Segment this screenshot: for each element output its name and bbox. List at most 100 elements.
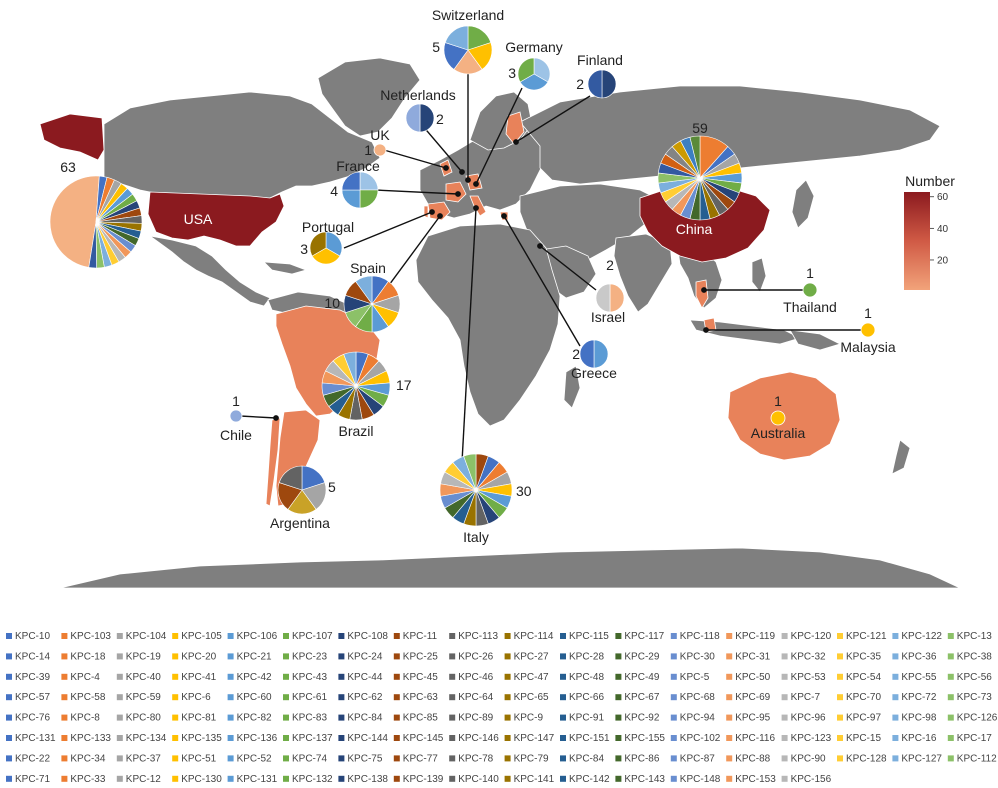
legend-item: KPC-46: [449, 672, 494, 683]
legend-item: KPC-14: [6, 651, 50, 662]
legend-label: KPC-67: [624, 692, 659, 703]
legend-item: KPC-80: [116, 713, 161, 724]
legend-label: KPC-134: [126, 733, 167, 744]
legend-swatch: [172, 633, 179, 639]
legend-swatch: [283, 653, 289, 660]
legend-item: KPC-15: [837, 733, 881, 744]
legend-label: KPC-84: [569, 753, 604, 764]
colorbar-ticks: 60 40 20: [930, 192, 949, 266]
legend-label: KPC-61: [292, 692, 327, 703]
legend-label: KPC-118: [680, 631, 720, 642]
legend-item: KPC-84: [560, 753, 604, 764]
legend-label: KPC-32: [791, 651, 826, 662]
legend-swatch: [449, 755, 456, 762]
legend-label: KPC-122: [901, 631, 942, 642]
spain-pie-slice: [355, 275, 373, 305]
legend-label: KPC-113: [458, 631, 498, 642]
indonesia-shape: [689, 319, 802, 345]
netherlands-pie: [405, 103, 435, 133]
legend-swatch: [615, 755, 622, 762]
uk-label: UK: [370, 127, 390, 143]
israel-label: Israel: [591, 309, 625, 325]
legend-swatch: [837, 694, 843, 701]
legend-label: KPC-128: [846, 753, 887, 764]
france-pie-slice: [359, 171, 379, 191]
legend-item: KPC-89: [449, 713, 494, 724]
legend-item: KPC-114: [504, 631, 554, 642]
portugal-region: [423, 205, 429, 219]
legend-swatch: [116, 755, 123, 762]
legend-label: KPC-135: [181, 733, 222, 744]
legend-swatch: [338, 653, 345, 660]
legend-swatch: [504, 755, 511, 762]
legend-item: KPC-34: [61, 753, 106, 764]
legend-label: KPC-8: [70, 713, 100, 724]
legend-swatch: [781, 694, 788, 701]
legend-swatch: [227, 633, 234, 639]
legend-swatch: [393, 735, 400, 741]
legend-swatch: [393, 755, 400, 762]
legend-item: KPC-103: [61, 631, 111, 642]
legend-item: KPC-107: [283, 631, 333, 642]
legend-label: KPC-10: [15, 631, 50, 642]
legend-item: KPC-71: [6, 774, 50, 785]
legend-swatch: [781, 633, 788, 639]
legend-swatch: [726, 775, 733, 782]
legend-label: KPC-84: [347, 713, 382, 724]
argentina-label: Argentina: [270, 515, 330, 531]
legend-item: KPC-102: [670, 733, 721, 744]
france-label: France: [336, 158, 380, 174]
legend-item: KPC-142: [560, 774, 610, 785]
legend-label: KPC-33: [70, 774, 105, 785]
legend-item: KPC-140: [449, 774, 499, 785]
legend-label: KPC-50: [735, 672, 770, 683]
legend-label: KPC-70: [846, 692, 881, 703]
legend-swatch: [61, 775, 68, 782]
france-pie-slice: [341, 189, 361, 209]
legend-label: KPC-86: [624, 753, 659, 764]
finland-label: Finland: [577, 52, 623, 68]
legend-label: KPC-102: [680, 733, 721, 744]
legend-item: KPC-123: [781, 733, 832, 744]
legend-item: KPC-76: [6, 713, 50, 724]
legend-item: KPC-116: [726, 733, 775, 744]
legend-item: KPC-22: [6, 753, 50, 764]
legend-item: KPC-66: [560, 692, 604, 703]
legend-swatch: [560, 714, 566, 721]
spain-pie: [343, 275, 401, 333]
greece-pie-slice: [593, 339, 609, 369]
legend-item: KPC-40: [116, 672, 161, 683]
portugal-pie-slice: [311, 247, 341, 265]
legend-swatch: [6, 755, 12, 762]
legend-label: KPC-73: [957, 692, 992, 703]
legend-item: KPC-105: [172, 631, 222, 642]
russia-shape: [519, 85, 941, 185]
legend-item: KPC-90: [781, 753, 826, 764]
legend-swatch: [449, 735, 456, 741]
legend-label: KPC-143: [624, 774, 665, 785]
netherlands-label: Netherlands: [380, 87, 456, 103]
spain-region: [427, 201, 451, 221]
legend-item: KPC-74: [283, 753, 327, 764]
legend-swatch: [393, 775, 400, 782]
legend-item: KPC-67: [615, 692, 660, 703]
legend-item: KPC-146: [449, 733, 499, 744]
japan-shape: [791, 179, 815, 229]
legend-swatch: [61, 673, 68, 680]
legend-label: KPC-94: [680, 713, 715, 724]
legend-swatch: [393, 673, 400, 680]
netherlands-pie-slice: [419, 103, 435, 133]
alaska-region: [39, 113, 105, 161]
legend-label: KPC-51: [181, 753, 216, 764]
legend-swatch: [615, 633, 622, 639]
legend-label: KPC-121: [846, 631, 887, 642]
legend-swatch: [892, 694, 899, 701]
legend-swatch: [283, 694, 289, 701]
legend-item: KPC-108: [338, 631, 388, 642]
legend-item: KPC-122: [892, 631, 942, 642]
china-inmap-label: China: [676, 221, 713, 237]
legend-item: KPC-6: [172, 692, 211, 703]
portugal-pie: [309, 231, 343, 265]
legend-item: KPC-8: [61, 713, 100, 724]
